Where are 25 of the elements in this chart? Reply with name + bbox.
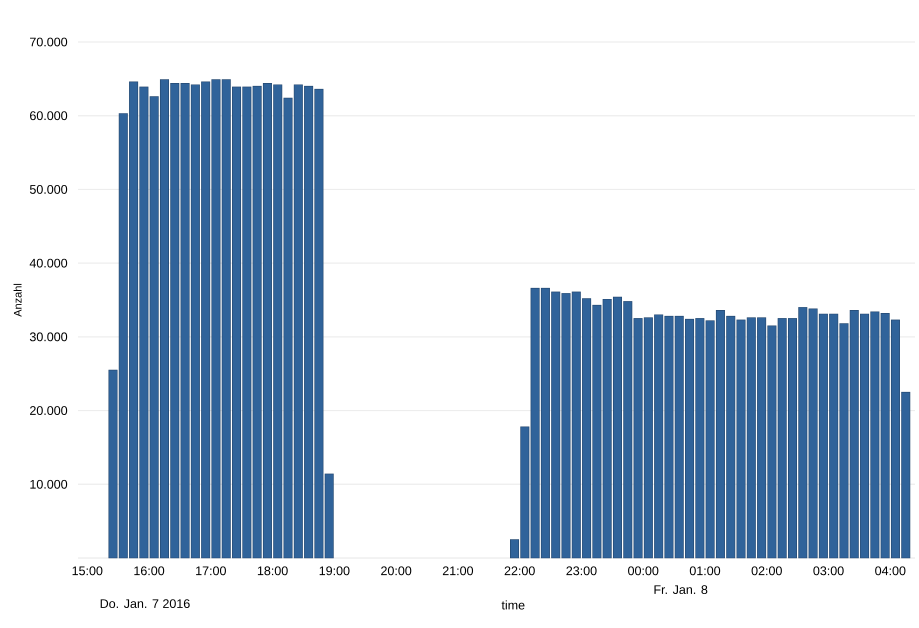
x-tick-label: 00:00: [628, 566, 658, 576]
x-tick-label: 20:00: [381, 566, 412, 576]
y-tick-label: 30.000: [30, 332, 68, 342]
y-tick-label: 50.000: [30, 184, 68, 194]
x-tick-label: 21:00: [442, 566, 474, 576]
x-tick-label: 02:00: [752, 566, 782, 576]
x-tick-label: 17:00: [196, 566, 226, 576]
y-tick-label: 20.000: [30, 406, 68, 415]
y-tick-label: 10.000: [30, 480, 68, 489]
y-axis-title: Anzahl: [14, 284, 22, 317]
x-tick-label: 16:00: [134, 566, 164, 576]
x-tick-label: 15:00: [72, 566, 102, 576]
y-tick-label: 70.000: [30, 38, 68, 46]
y-tick-label: 40.000: [30, 258, 68, 268]
y-tick-label: 60.000: [30, 111, 68, 120]
text: Do. Jan. 7 2016: [100, 599, 190, 608]
x-tick-label: 19:00: [320, 566, 350, 576]
x-tick-label: 22:00: [504, 566, 535, 576]
x-tick-label: 23:00: [566, 566, 597, 576]
x-tick-label: 18:00: [258, 566, 288, 576]
x-tick-label: 01:00: [690, 566, 720, 576]
text: Fr. Jan. 8: [654, 585, 708, 594]
x-tick-label: 04:00: [875, 566, 906, 576]
x-tick-label: 03:00: [813, 566, 844, 576]
x-axis-title: time: [502, 600, 524, 610]
